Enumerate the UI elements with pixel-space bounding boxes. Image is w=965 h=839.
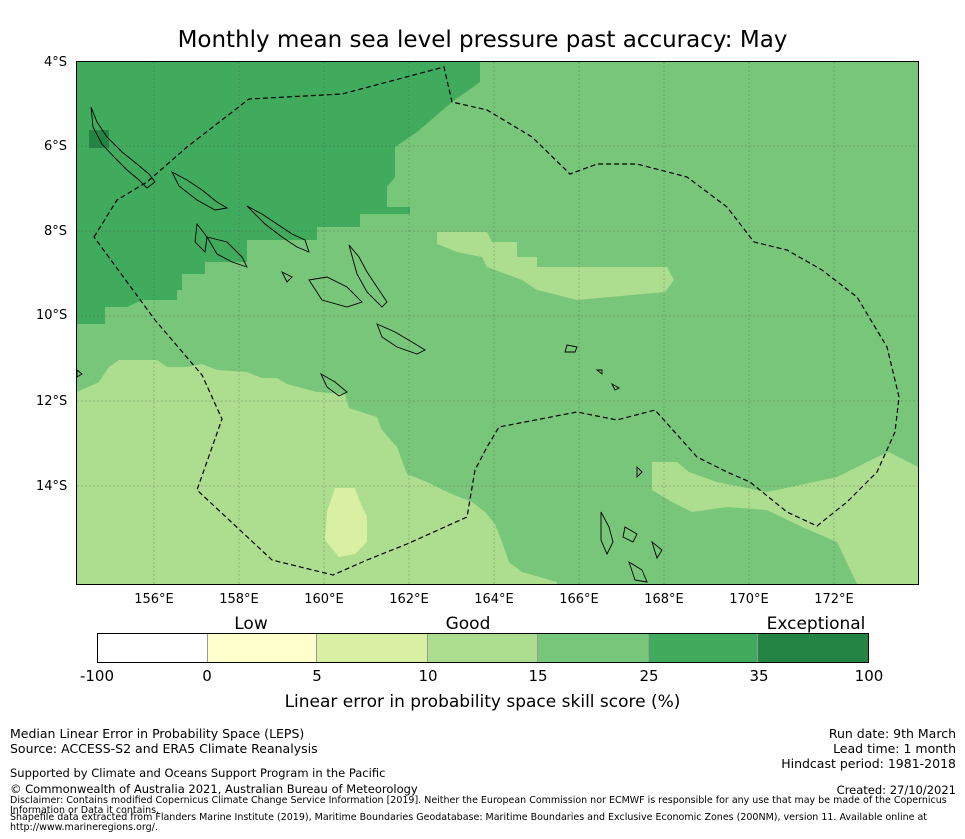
colorbar-segment-25-35 xyxy=(648,634,759,662)
colorbar-segment-5-10 xyxy=(317,634,429,662)
info-source: Source: ACCESS-S2 and ERA5 Climate Reana… xyxy=(10,741,318,756)
map-title: Monthly mean sea level pressure past acc… xyxy=(177,27,788,53)
lon-label-162e: 162°E xyxy=(389,592,429,607)
category-exceptional: Exceptional xyxy=(766,614,866,634)
colorbar-tick: 25 xyxy=(639,667,659,685)
lon-label-168e: 168°E xyxy=(644,592,684,607)
colorbar-tick: -100 xyxy=(79,667,115,685)
lat-label-6s: 6°S xyxy=(44,139,68,154)
skill-map[interactable] xyxy=(77,62,918,584)
lat-label-10s: 10°S xyxy=(36,308,68,323)
colorbar-segment-neg100-0 xyxy=(98,634,208,662)
colorbar-segment-10-15 xyxy=(428,634,538,662)
shapefile-credit: Shapefile data extracted from Flanders M… xyxy=(10,812,928,833)
coastlines xyxy=(77,106,663,583)
colorbar xyxy=(97,633,869,663)
colorbar-tick: 0 xyxy=(202,667,212,685)
lat-label-12s: 12°S xyxy=(36,394,68,409)
colorbar-segment-35-100 xyxy=(758,634,869,662)
lon-label-164e: 164°E xyxy=(474,592,514,607)
region-skill-5-10 xyxy=(325,488,367,557)
graticule xyxy=(77,62,918,584)
region-skill-25-35-northwest xyxy=(77,62,480,324)
disclaimer: Disclaimer: Contains modified Copernicus… xyxy=(10,795,947,816)
eez-boundaries xyxy=(93,66,900,576)
info-run-date: Run date: 9th March xyxy=(828,726,956,741)
colorbar-segment-15-25 xyxy=(537,634,649,662)
lon-label-172e: 172°E xyxy=(814,592,854,607)
lon-label-166e: 166°E xyxy=(559,592,599,607)
info-lead-time: Lead time: 1 month xyxy=(833,741,956,756)
colorbar-tick: 10 xyxy=(418,667,438,685)
skill-map-canvas xyxy=(77,62,918,584)
region-skill-10-15-southwest xyxy=(77,360,557,584)
info-copyright: © Commonwealth of Australia 2021, Austra… xyxy=(10,782,418,796)
info-support: Supported by Climate and Oceans Support … xyxy=(10,766,386,780)
colorbar-segment-0-5 xyxy=(207,634,318,662)
lon-label-160e: 160°E xyxy=(304,592,344,607)
lat-label-8s: 8°S xyxy=(44,224,68,239)
info-hindcast-period: Hindcast period: 1981-2018 xyxy=(781,756,956,771)
lon-label-156e: 156°E xyxy=(134,592,174,607)
category-good: Good xyxy=(445,614,491,634)
lon-label-170e: 170°E xyxy=(729,592,769,607)
lon-label-158e: 158°E xyxy=(219,592,259,607)
map-border xyxy=(76,61,919,585)
colorbar-tick: 15 xyxy=(528,667,548,685)
colorbar-label: Linear error in probability space skill … xyxy=(284,692,681,712)
region-skill-10-15-southeast xyxy=(652,452,918,584)
category-low: Low xyxy=(234,614,268,634)
colorbar-tick: 35 xyxy=(749,667,769,685)
info-created: Created: 27/10/2021 xyxy=(836,783,956,797)
lat-label-14s: 14°S xyxy=(36,479,68,494)
colorbar-tick: 5 xyxy=(312,667,322,685)
info-method: Median Linear Error in Probability Space… xyxy=(10,726,305,741)
lat-label-4s: 4°S xyxy=(44,55,68,70)
region-skill-10-15-central xyxy=(437,232,674,300)
colorbar-tick: 100 xyxy=(854,667,884,685)
